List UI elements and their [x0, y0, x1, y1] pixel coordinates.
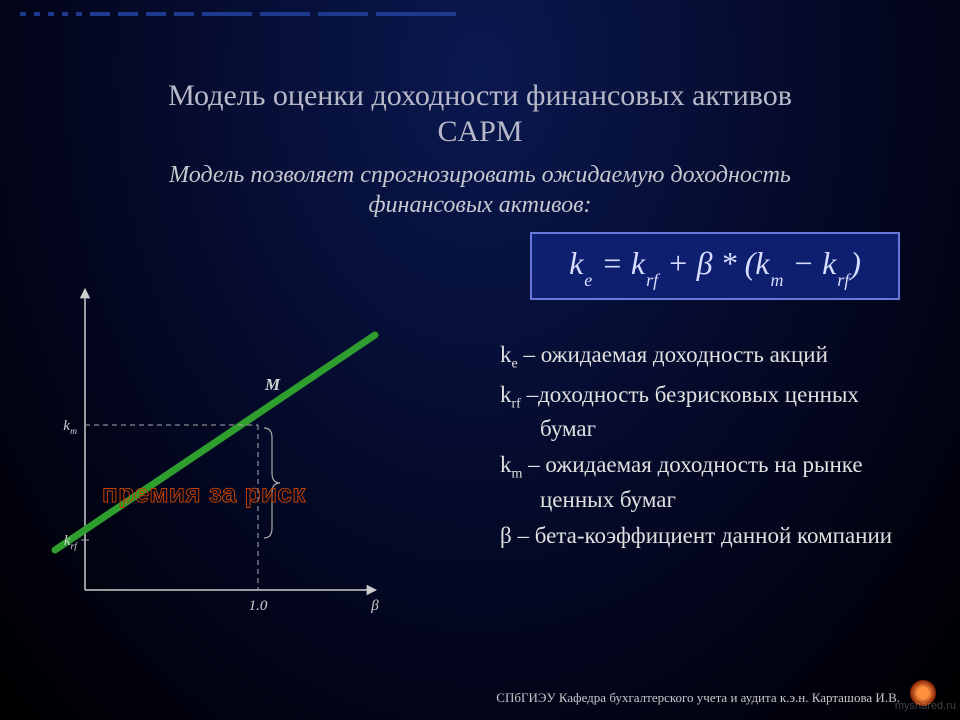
- definition-item: ke – ожидаемая доходность акций: [500, 340, 920, 374]
- page-title: Модель оценки доходности финансовых акти…: [0, 78, 960, 150]
- subtitle: Модель позволяет спрогнозировать ожидаем…: [0, 160, 960, 220]
- formula-box: ke = krf + β * (km − krf): [530, 232, 900, 300]
- definition-item: krf –доходность безрисковых ценных бумаг: [500, 380, 920, 444]
- definitions-list: ke – ожидаемая доходность акций krf –дохо…: [500, 340, 920, 557]
- title-line2: CAPM: [437, 115, 522, 148]
- svg-text:M: M: [264, 375, 281, 394]
- title-line1: Модель оценки доходности финансовых акти…: [168, 79, 792, 112]
- top-bar: [20, 12, 456, 16]
- subtitle-line2: финансовых активов:: [369, 192, 592, 218]
- risk-premium-label: премия за риск: [102, 478, 306, 509]
- formula-text: ke = krf + β * (km − krf): [569, 245, 861, 286]
- svg-text:1.0: 1.0: [249, 598, 268, 614]
- capm-chart: krfkm1.0βM: [40, 280, 400, 620]
- watermark: myshared.ru: [895, 700, 956, 712]
- subtitle-line1: Модель позволяет спрогнозировать ожидаем…: [169, 162, 791, 188]
- footer-text: СПбГИЭУ Кафедра бухгалтерского учета и а…: [496, 690, 900, 706]
- svg-text:β: β: [370, 598, 379, 614]
- definition-item: β – бета-коэффициент данной компании: [500, 521, 920, 551]
- svg-text:km: km: [63, 418, 77, 437]
- definition-item: km – ожидаемая доходность на рынке ценны…: [500, 450, 920, 514]
